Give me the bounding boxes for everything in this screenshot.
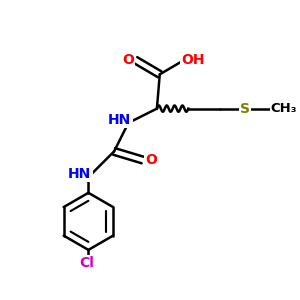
Text: HN: HN (108, 113, 131, 127)
Text: CH₃: CH₃ (271, 102, 297, 115)
Text: OH: OH (181, 53, 204, 67)
Text: Cl: Cl (80, 256, 94, 270)
Text: O: O (145, 153, 157, 167)
Text: O: O (122, 53, 134, 67)
Text: S: S (240, 102, 250, 116)
Text: HN: HN (68, 167, 92, 181)
